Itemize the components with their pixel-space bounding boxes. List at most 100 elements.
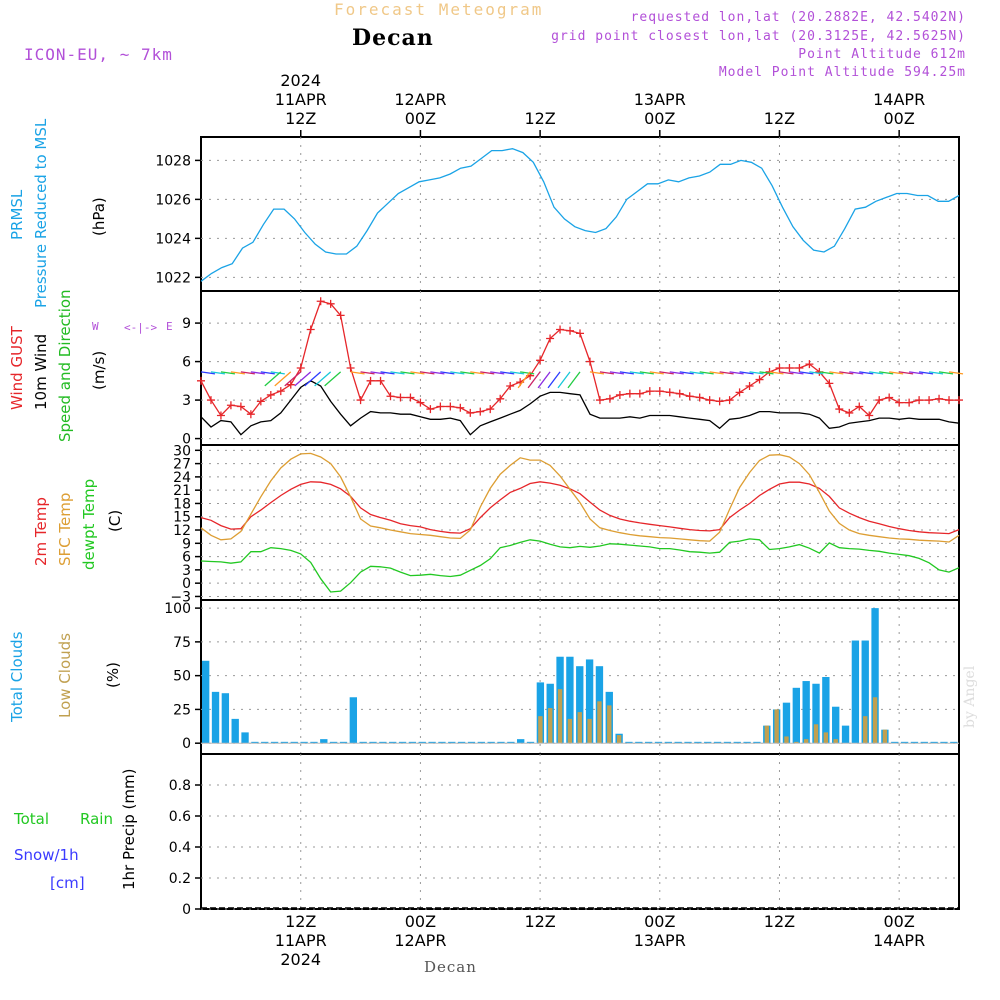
total-cloud-bar	[644, 741, 653, 744]
ytick-label-cloud: 75	[173, 635, 191, 651]
gust-marker	[336, 311, 345, 320]
wind-direction-arrow	[370, 371, 385, 375]
bottom-axis-label: 2024	[280, 950, 321, 969]
wind-direction-arrow	[547, 371, 561, 389]
top-axis-label: 2024	[280, 71, 321, 90]
wind-direction-arrow	[450, 371, 465, 375]
ytick-label-temp: 3	[182, 563, 191, 579]
prmsl-label: PRMSL	[8, 189, 26, 240]
gust-marker	[895, 398, 904, 407]
ytick-label-cloud: 50	[173, 669, 191, 685]
wind-direction-arrow	[360, 371, 375, 375]
ytick-label-pressure: 1026	[155, 192, 191, 208]
wind-direction-arrow	[819, 371, 834, 375]
wind-direction-arrow	[284, 371, 302, 387]
ytick-label-pressure: 1022	[155, 270, 191, 286]
sfc-temp-label: SFC Temp	[56, 492, 74, 566]
total-cloud-bar	[930, 741, 938, 744]
gust-marker	[376, 376, 385, 385]
wind-direction-arrow	[769, 371, 784, 375]
wind-direction-arrow	[799, 371, 814, 375]
location-name: Decan	[352, 25, 434, 51]
gust-marker	[865, 411, 874, 420]
series-line-dewpt-temp	[200, 538, 960, 593]
wind-direction-arrow	[909, 371, 924, 375]
precip-unit: 1hr Precip (mm)	[120, 768, 138, 890]
low-cloud-bar	[774, 709, 779, 744]
low-cloud-bar	[567, 718, 573, 744]
rain-label-2: Rain	[80, 810, 113, 828]
wind-direction-arrow	[829, 371, 844, 375]
low-cloud-bar	[803, 739, 809, 744]
pressure-label: Pressure Reduced to MSL	[32, 118, 50, 308]
gust-marker	[695, 393, 704, 402]
total-cloud-bar	[211, 691, 220, 744]
gust-marker	[835, 405, 844, 414]
model-name: ICON-EU, ~ 7km	[24, 45, 173, 64]
pressure-unit: (hPa)	[90, 197, 108, 236]
wind-direction-arrow	[729, 371, 744, 375]
gust-marker	[795, 364, 804, 372]
wind-direction-arrow	[599, 371, 615, 375]
wind-direction-arrow	[304, 371, 322, 387]
gust-marker	[546, 334, 555, 343]
wind-direction-arrow	[879, 371, 894, 375]
gust-marker	[905, 398, 914, 407]
total-cloud-bar	[782, 702, 791, 744]
low-cloud-bar	[872, 697, 878, 744]
gust-marker	[885, 393, 894, 402]
wind-direction-arrow	[517, 371, 531, 389]
gust-marker	[306, 325, 315, 334]
top-axis-label: 12Z	[524, 109, 555, 128]
panel-frame-precip	[200, 753, 960, 910]
total-cloud-bar	[241, 732, 249, 744]
ytick-label-temp: 9	[182, 536, 191, 552]
total-cloud-bar	[566, 656, 574, 744]
gust-marker	[296, 364, 305, 372]
temp-unit: (C)	[106, 509, 124, 532]
low-cloud-bar	[882, 729, 888, 744]
bottom-axis-label: 12Z	[524, 912, 555, 931]
total-cloud-bar	[438, 741, 446, 744]
wind-direction-arrow	[264, 371, 282, 387]
total-cloud-bar	[536, 682, 545, 744]
bottom-axis-label: 12APR	[394, 931, 446, 950]
ytick-label-precip: 0	[182, 902, 191, 918]
wind-direction-arrow	[938, 371, 954, 375]
gust-marker	[915, 396, 924, 405]
gust-marker	[426, 405, 435, 414]
low-cloud-bar	[863, 716, 868, 744]
wind-direction-arrow	[629, 371, 644, 375]
total-cloud-bar	[261, 741, 269, 744]
gust-marker	[605, 394, 614, 403]
ytick-label-temp: 12	[173, 523, 191, 539]
low-cloud-bar	[813, 724, 819, 744]
top-axis-label: 11APR	[275, 90, 327, 109]
wind-direction-arrow	[779, 371, 794, 375]
gust-marker	[855, 402, 864, 411]
wind-direction-arrow	[537, 371, 551, 389]
wind-direction-arrow	[689, 371, 704, 375]
total-cloud-bar	[221, 693, 230, 744]
total-cloud-bar	[822, 677, 830, 744]
bottom-axis-label: 12Z	[764, 912, 795, 931]
gust-marker	[446, 402, 455, 411]
total-cloud-bar	[733, 741, 741, 744]
series-line-2m-temp	[200, 481, 960, 535]
top-axis-label: 00Z	[883, 109, 914, 128]
ytick-label-cloud: 0	[182, 736, 191, 752]
total-cloud-bar	[684, 741, 692, 744]
total-cloud-bar	[389, 741, 397, 744]
top-axis-label: 12Z	[764, 109, 795, 128]
total-cloud-label: Total Clouds	[8, 631, 26, 722]
wind-direction-arrow	[659, 371, 674, 375]
top-axis-label: 00Z	[405, 109, 436, 128]
total-cloud-bar	[832, 706, 840, 744]
gust-marker	[715, 397, 724, 406]
wind-direction-arrow	[324, 371, 342, 387]
gust-marker	[476, 407, 485, 416]
wind-direction-arrow	[869, 371, 884, 375]
total-cloud-bar	[270, 741, 279, 744]
total-cloud-bar	[349, 697, 358, 744]
total-cloud-bar	[477, 741, 485, 744]
